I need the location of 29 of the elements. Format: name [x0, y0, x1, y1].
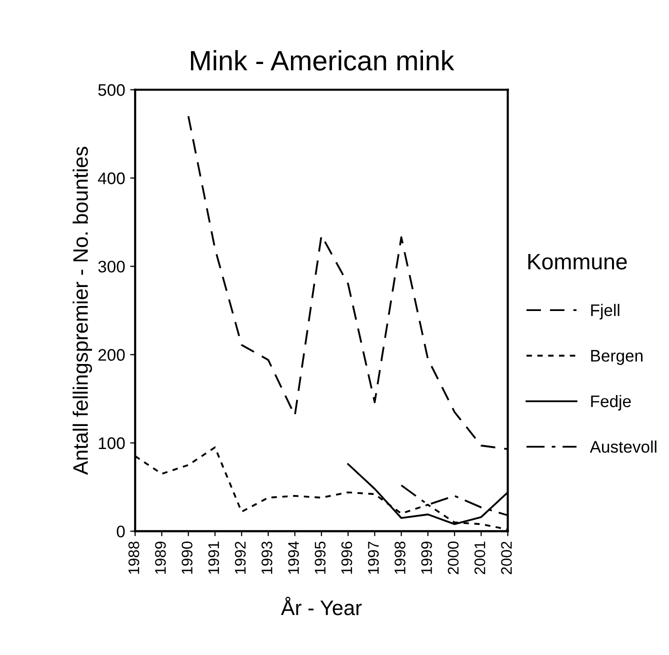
legend-title: Kommune	[528, 254, 627, 270]
x-tick-label: 1995	[314, 542, 326, 574]
legend-label: Fedje	[591, 394, 631, 411]
y-tick-label: 0	[116, 526, 125, 538]
x-tick-label: 1996	[341, 542, 352, 574]
x-tick-label: 1999	[421, 542, 432, 574]
x-tick-label: 1989	[155, 542, 166, 574]
y-tick-label: 300	[98, 260, 125, 273]
y-tick-label: 100	[98, 437, 125, 450]
x-tick-label: 1992	[234, 542, 246, 574]
x-tick-label: 1994	[288, 541, 299, 574]
x-tick-label: 1991	[208, 542, 220, 574]
x-tick-label: 1990	[182, 542, 192, 574]
x-tick-label: 1997	[368, 542, 379, 574]
legend-label: Bergen	[591, 350, 642, 365]
x-tick-label: 2001	[474, 542, 486, 574]
x-tick-label: 1993	[262, 542, 272, 574]
x-axis-title: År - Year	[280, 596, 362, 616]
y-tick-label: 500	[98, 84, 125, 96]
x-tick-label: 2000	[448, 542, 459, 574]
x-tick-label: 1988	[128, 542, 140, 574]
chart-title: Mink - American mink	[190, 50, 454, 71]
legend-label: Fjell	[591, 304, 620, 320]
x-tick-label: 2002	[501, 542, 512, 574]
y-tick-label: 400	[98, 172, 125, 184]
legend-label: Austevoll	[590, 440, 656, 453]
y-axis-title: Antall fellingspremier - No. bounties	[72, 146, 92, 475]
y-tick-label: 200	[98, 349, 125, 361]
x-tick-label: 1998	[394, 542, 406, 574]
